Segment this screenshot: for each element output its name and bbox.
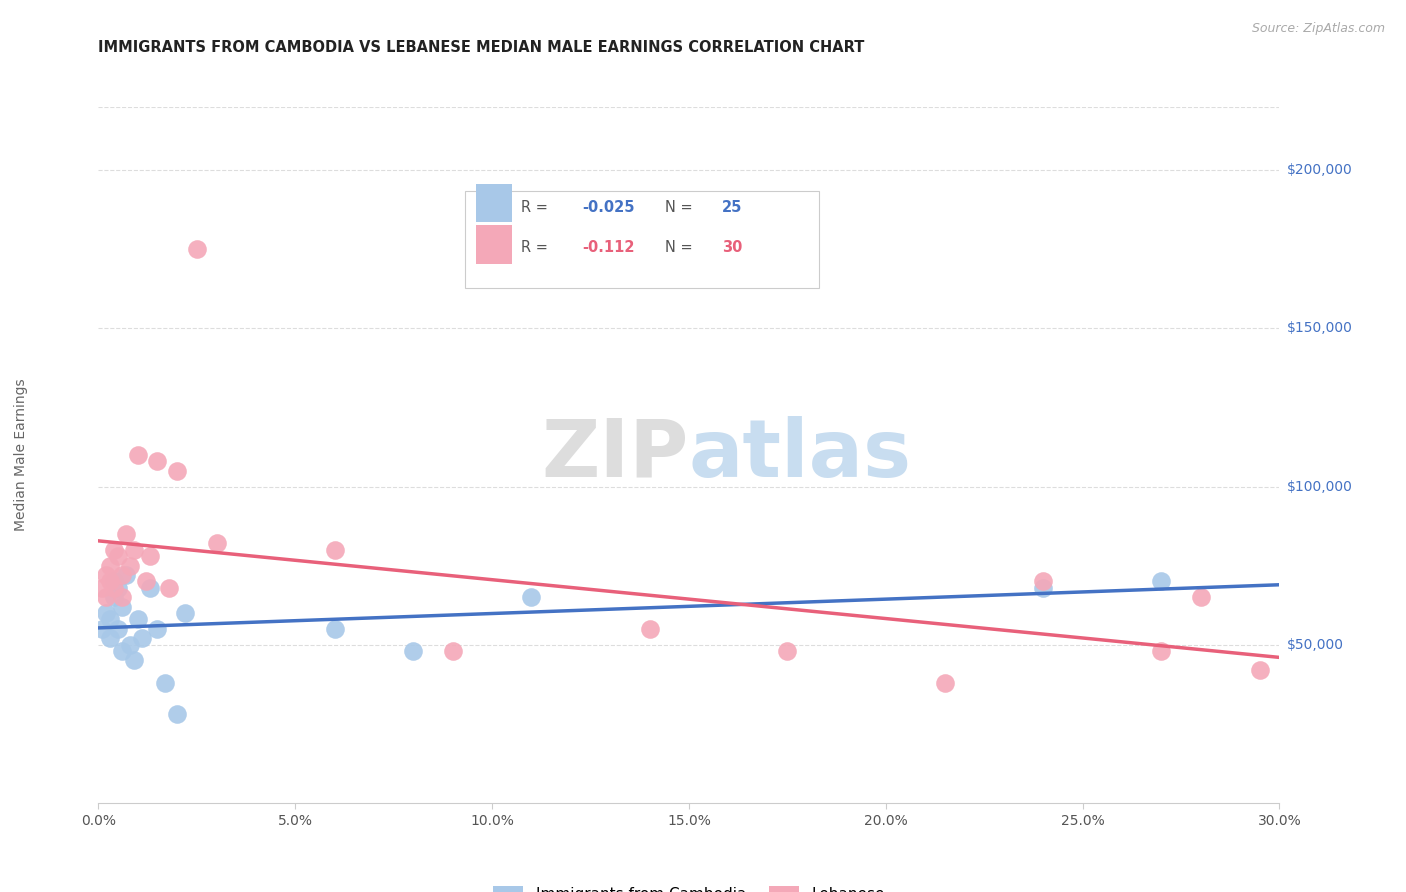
Point [98, 558, 121, 573]
Text: N =: N = [665, 240, 697, 255]
Point [96, 606, 118, 620]
Point [118, 638, 141, 652]
Text: -0.025: -0.025 [582, 201, 636, 216]
Point [1150, 574, 1173, 589]
Point [98, 612, 121, 626]
Point [122, 542, 145, 557]
Text: $200,000: $200,000 [1286, 163, 1353, 178]
Point [155, 675, 177, 690]
Bar [477, 184, 512, 222]
Point [138, 549, 160, 563]
Point [323, 542, 346, 557]
Point [107, 581, 129, 595]
Point [520, 591, 543, 605]
Legend: Immigrants from Cambodia, Lebanese: Immigrants from Cambodia, Lebanese [486, 880, 891, 892]
Point [934, 675, 956, 690]
Text: Source: ZipAtlas.com: Source: ZipAtlas.com [1251, 22, 1385, 36]
Point [146, 622, 169, 636]
Point [157, 581, 180, 595]
Point [1032, 574, 1054, 589]
Point [103, 574, 125, 589]
Text: IMMIGRANTS FROM CAMBODIA VS LEBANESE MEDIAN MALE EARNINGS CORRELATION CHART: IMMIGRANTS FROM CAMBODIA VS LEBANESE MED… [98, 40, 865, 55]
Point [186, 243, 208, 257]
Bar [477, 226, 512, 263]
Point [323, 622, 346, 636]
Point [146, 454, 169, 468]
Point [111, 599, 134, 614]
Point [103, 581, 125, 595]
Point [122, 653, 145, 667]
Point [1189, 591, 1212, 605]
Text: -0.112: -0.112 [582, 240, 636, 255]
Point [127, 448, 149, 462]
Bar [464, 191, 818, 288]
Point [402, 644, 425, 658]
Text: $50,000: $50,000 [1286, 638, 1344, 652]
Point [107, 549, 129, 563]
Point [776, 644, 799, 658]
Text: atlas: atlas [689, 416, 912, 494]
Point [115, 527, 138, 541]
Point [96, 591, 118, 605]
Text: $100,000: $100,000 [1286, 480, 1353, 493]
Point [111, 591, 134, 605]
Text: 25: 25 [723, 201, 742, 216]
Point [131, 632, 153, 646]
Point [1249, 663, 1271, 677]
Point [91, 622, 114, 636]
Point [103, 591, 125, 605]
Point [127, 612, 149, 626]
Point [138, 581, 160, 595]
Point [115, 568, 138, 582]
Point [98, 574, 121, 589]
Point [135, 574, 157, 589]
Point [111, 568, 134, 582]
Point [166, 707, 188, 722]
Point [96, 568, 118, 582]
Point [166, 464, 188, 478]
Point [118, 558, 141, 573]
Text: N =: N = [665, 201, 697, 216]
Point [111, 644, 134, 658]
Text: $150,000: $150,000 [1286, 321, 1353, 335]
Point [174, 606, 197, 620]
Point [205, 536, 228, 550]
Text: R =: R = [522, 240, 557, 255]
Point [107, 622, 129, 636]
Point [103, 542, 125, 557]
Text: 30: 30 [723, 240, 742, 255]
Point [638, 622, 661, 636]
Point [98, 632, 121, 646]
Text: R =: R = [522, 201, 553, 216]
Point [441, 644, 464, 658]
Point [91, 581, 114, 595]
Point [1150, 644, 1173, 658]
Text: Median Male Earnings: Median Male Earnings [14, 378, 28, 532]
Text: ZIP: ZIP [541, 416, 689, 494]
Point [1032, 581, 1054, 595]
